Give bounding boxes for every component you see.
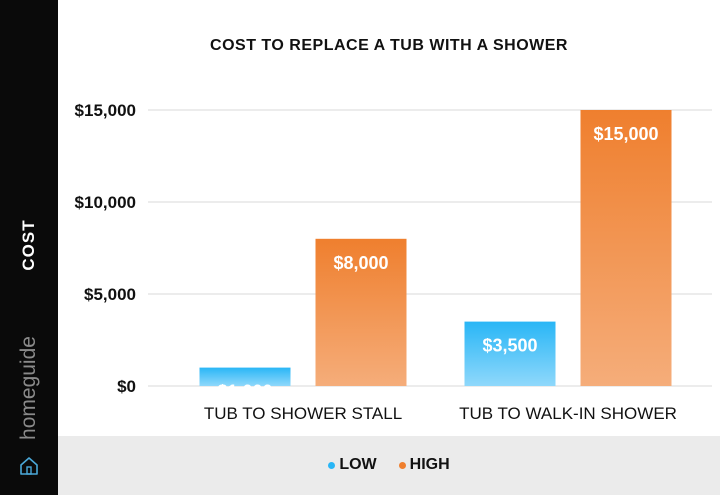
bar-high-2 <box>580 110 672 386</box>
chart-title: COST TO REPLACE A TUB WITH A SHOWER <box>210 37 568 54</box>
y-tick-label: $15,000 <box>75 101 136 120</box>
x-tick-label: TUB TO WALK-IN SHOWER <box>459 404 677 423</box>
bar-chart: $0 $5,000 $10,000 $15,000 $1,000 $8,000 TUB TO… <box>75 101 712 423</box>
y-tick-label: $5,000 <box>84 285 136 304</box>
bar-high-1 <box>315 238 407 386</box>
legend-item-high: HIGH <box>398 456 450 474</box>
legend-label-low: LOW <box>339 456 377 473</box>
y-tick-label: $0 <box>117 377 136 396</box>
x-tick-label: TUB TO SHOWER STALL <box>204 404 402 423</box>
bar-low-2 <box>464 321 556 386</box>
legend-item-low: LOW <box>328 456 377 474</box>
sidebar: COST homeguide <box>0 0 58 495</box>
legend-label-high: HIGH <box>409 456 450 473</box>
data-label: $15,000 <box>593 124 658 144</box>
bar-low-1 <box>199 367 291 386</box>
legend-dot-low <box>328 461 336 469</box>
data-label: $8,000 <box>333 253 388 273</box>
legend-dot-high <box>398 461 406 469</box>
brand-name: homeguide <box>17 336 40 440</box>
legend-bar: LOW HIGH <box>58 436 720 495</box>
data-label: $3,500 <box>482 336 537 356</box>
house-icon <box>20 457 38 475</box>
y-axis-label: COST <box>19 219 38 271</box>
data-label: $1,000 <box>217 382 272 402</box>
legend: LOW HIGH <box>58 456 720 474</box>
y-tick-label: $10,000 <box>75 193 136 212</box>
